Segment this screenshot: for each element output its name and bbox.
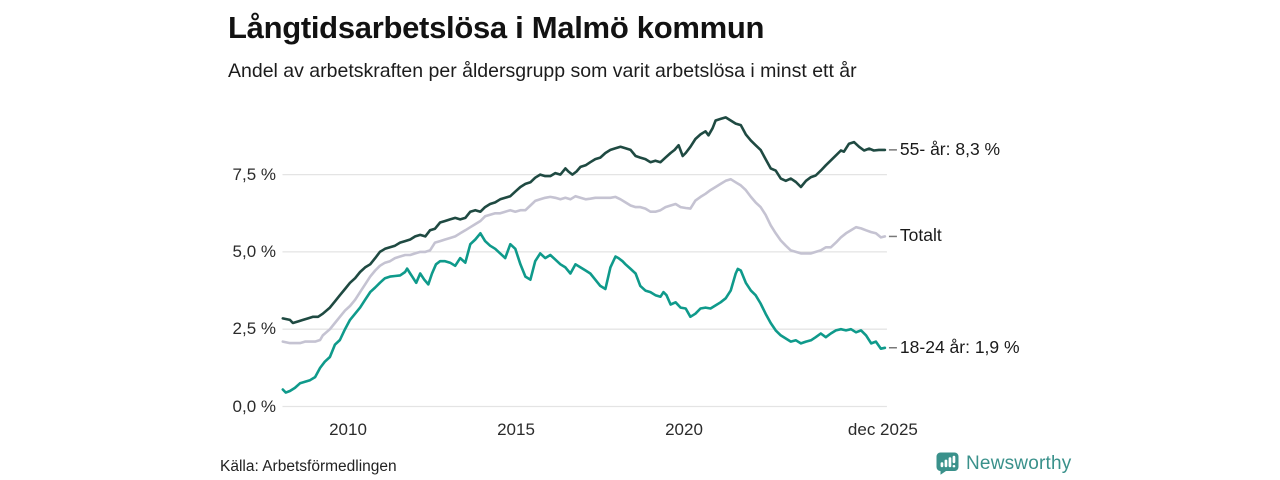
newsworthy-brand: Newsworthy xyxy=(936,452,1071,475)
x-axis-tick-label: 2015 xyxy=(497,420,535,439)
y-axis-tick-label: 5,0 % xyxy=(232,241,276,261)
series-end-label-18-24 år: 18-24 år: 1,9 % xyxy=(899,336,1020,357)
series-end-label-Totalt: Totalt xyxy=(899,225,942,246)
chart-subtitle: Andel av arbetskraften per åldersgrupp s… xyxy=(228,60,857,82)
brand-wordmark: Newsworthy xyxy=(966,452,1072,474)
y-axis-tick-label: 0,0 % xyxy=(232,396,276,416)
series-line-Totalt xyxy=(281,177,887,345)
series-line-18-24 år xyxy=(281,232,887,394)
series-line-55- år xyxy=(281,116,887,325)
x-axis-tick-label: 2020 xyxy=(665,420,703,439)
page-title: Långtidsarbetslösa i Malmö kommun xyxy=(228,10,765,45)
bar-chart-speech-bubble-icon xyxy=(936,452,959,475)
x-axis-tick-label: dec 2025 xyxy=(847,420,918,439)
y-axis-tick-label: 7,5 % xyxy=(232,164,276,184)
x-axis-tick-label: 2010 xyxy=(329,420,367,439)
source-note: Källa: Arbetsförmedlingen xyxy=(220,458,397,475)
y-axis-tick-label: 2,5 % xyxy=(232,319,276,339)
series-end-label-55- år: 55- år: 8,3 % xyxy=(899,138,1001,159)
